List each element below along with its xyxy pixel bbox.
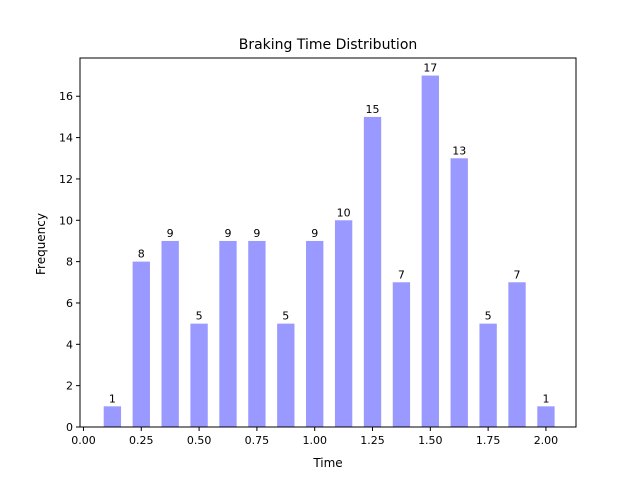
y-tick-label-5: 10 <box>59 214 73 227</box>
bar-value-label-4: 9 <box>224 227 231 240</box>
x-axis-label: Time <box>312 456 342 470</box>
bar-10 <box>392 282 411 427</box>
bar-5 <box>248 240 266 427</box>
bar-value-label-2: 9 <box>167 227 174 240</box>
y-axis-label: Frequency <box>34 213 48 275</box>
y-tick-label-7: 14 <box>59 132 73 145</box>
bar-13 <box>479 323 497 427</box>
x-tick-label-1: 0.25 <box>129 434 154 447</box>
y-tick-label-8: 16 <box>59 90 73 103</box>
bar-value-label-7: 9 <box>311 227 318 240</box>
y-tick-label-0: 0 <box>66 421 73 434</box>
bar-value-label-13: 5 <box>485 310 492 323</box>
plot-frame <box>79 57 577 428</box>
x-tick-label-8: 2.00 <box>534 434 559 447</box>
bar-0 <box>103 406 122 427</box>
bar-14 <box>508 282 526 427</box>
x-tick-label-0: 0.00 <box>71 434 96 447</box>
bar-9 <box>363 116 382 428</box>
bar-value-label-1: 8 <box>138 248 145 261</box>
bar-value-label-6: 5 <box>282 310 289 323</box>
bar-15 <box>537 406 555 427</box>
bar-3 <box>190 323 208 427</box>
bar-8 <box>334 220 353 427</box>
bar-6 <box>277 323 295 427</box>
bar-value-label-3: 5 <box>196 310 203 323</box>
x-tick-label-5: 1.25 <box>360 434 385 447</box>
bar-value-label-5: 9 <box>253 227 260 240</box>
bar-value-label-12: 13 <box>452 144 466 157</box>
bar-value-label-10: 7 <box>398 268 405 281</box>
bar-value-label-14: 7 <box>514 268 521 281</box>
axes-layer: 0.00 0.25 0.50 0.75 1.00 1.25 1.50 1.75 2.00 0 2 4 6… <box>59 57 577 447</box>
x-tick-label-2: 0.50 <box>187 434 212 447</box>
x-tick-label-7: 1.75 <box>476 434 501 447</box>
x-tick-label-6: 1.50 <box>418 434 443 447</box>
chart-title: Braking Time Distribution <box>239 37 418 53</box>
bar-value-label-0: 1 <box>109 392 116 405</box>
y-tick-label-2: 4 <box>66 338 73 351</box>
bar-value-label-15: 1 <box>542 392 549 405</box>
bar-2 <box>161 240 179 427</box>
x-tick-label-4: 1.00 <box>302 434 327 447</box>
bar-11 <box>421 75 439 427</box>
bar-value-label-11: 17 <box>423 62 437 75</box>
y-tick-label-4: 8 <box>66 256 73 269</box>
bars-layer <box>103 75 555 428</box>
y-tick-label-3: 6 <box>66 297 73 310</box>
bar-value-label-8: 10 <box>337 206 351 219</box>
bar-1 <box>132 261 150 427</box>
data-labels-layer: 1 8 9 5 9 9 5 9 10 15 7 17 13 5 7 1 <box>109 62 550 406</box>
y-tick-label-1: 2 <box>66 380 73 393</box>
y-tick-label-6: 12 <box>59 173 73 186</box>
bar-12 <box>450 158 468 427</box>
bar-7 <box>306 240 324 427</box>
x-tick-label-3: 0.75 <box>245 434 270 447</box>
bar-4 <box>219 240 237 427</box>
bar-value-label-9: 15 <box>366 103 380 116</box>
